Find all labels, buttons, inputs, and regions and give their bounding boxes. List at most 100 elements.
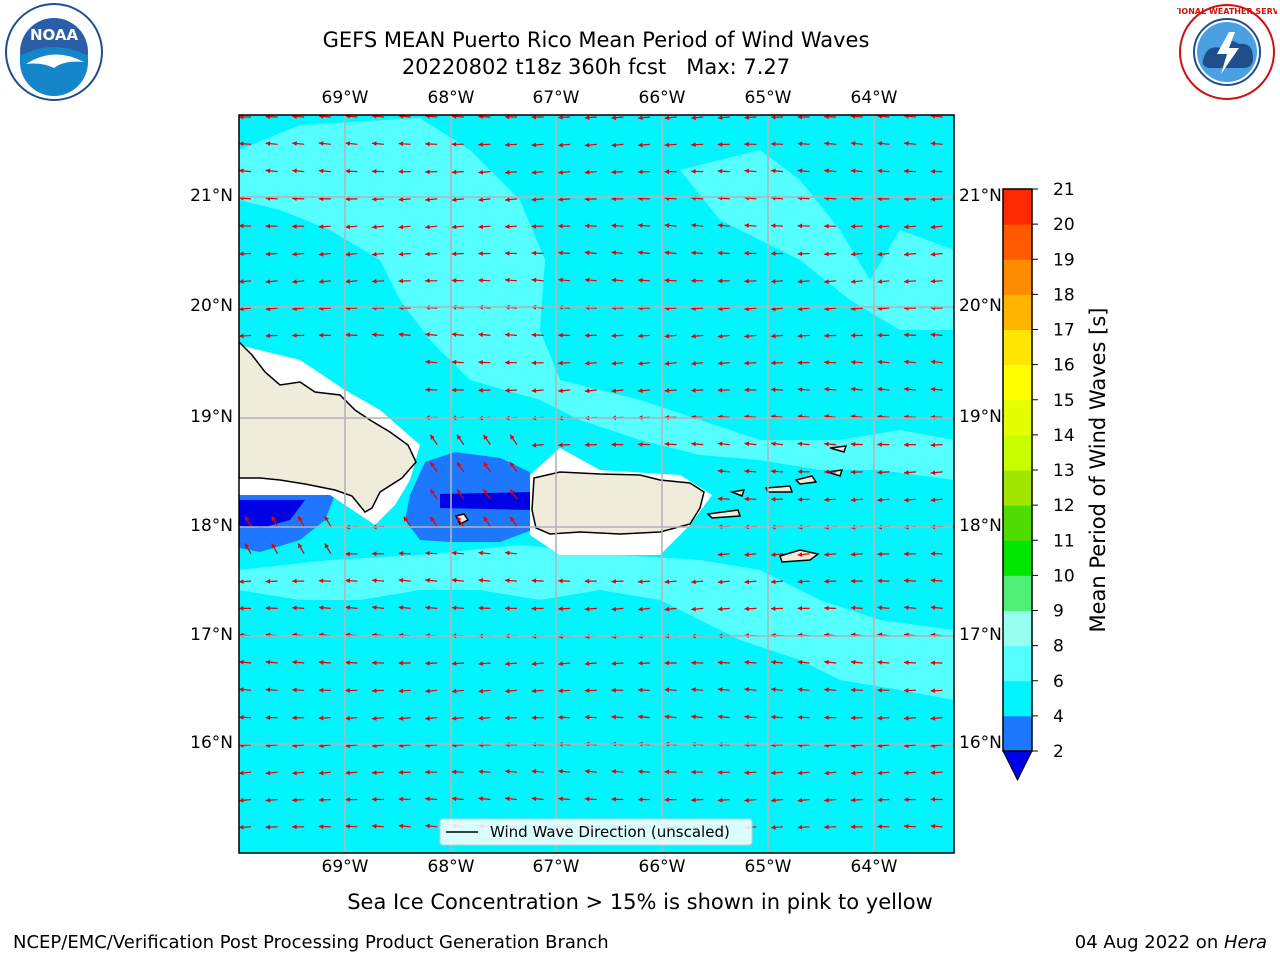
wave-direction-arrow — [504, 715, 518, 721]
wave-direction-arrow — [558, 442, 571, 448]
wave-direction-arrow — [744, 606, 757, 612]
wave-direction-arrow — [717, 441, 730, 447]
wave-direction-arrow — [717, 278, 730, 284]
wave-direction-arrow — [239, 770, 252, 776]
wave-direction-arrow — [744, 660, 757, 665]
wave-direction-arrow — [850, 578, 863, 584]
colorbar-tick-label: 11 — [1053, 531, 1075, 551]
wave-direction-arrow — [371, 770, 385, 776]
wave-direction-arrow — [797, 605, 810, 611]
wave-direction-arrow — [425, 550, 438, 556]
wave-direction-arrow — [531, 360, 544, 366]
wave-direction-arrow — [531, 170, 544, 175]
wave-direction-arrow — [324, 543, 332, 555]
wave-direction-arrow — [531, 332, 544, 338]
wave-direction-arrow — [425, 278, 438, 284]
wave-direction-arrow — [292, 797, 305, 803]
wave-direction-arrow — [638, 361, 651, 366]
wave-direction-arrow — [504, 169, 518, 175]
wave-direction-arrow — [930, 169, 943, 174]
colorbar-segment — [1003, 575, 1032, 611]
wave-direction-arrow — [930, 770, 943, 775]
wave-direction-arrow — [717, 142, 730, 147]
wave-direction-arrow — [664, 660, 677, 666]
wave-direction-arrow — [318, 332, 331, 338]
wave-direction-arrow — [478, 169, 491, 175]
wave-direction-arrow — [717, 360, 730, 366]
wave-direction-arrow — [345, 115, 358, 119]
wave-direction-arrow — [691, 361, 704, 366]
colorbar-tick-label: 6 — [1053, 672, 1064, 692]
wave-direction-arrow — [451, 251, 464, 257]
wave-direction-arrow — [717, 223, 730, 228]
wave-direction-arrow — [691, 387, 704, 393]
wave-direction-arrow — [584, 388, 597, 394]
wave-direction-arrow — [904, 497, 917, 503]
wave-direction-arrow — [770, 141, 784, 147]
wave-direction-arrow — [531, 442, 544, 448]
wave-direction-arrow — [505, 661, 518, 667]
map-legend: Wind Wave Direction (unscaled) — [439, 818, 753, 846]
wave-direction-arrow — [297, 543, 305, 555]
wave-direction-arrow — [770, 825, 784, 830]
wave-direction-arrow — [744, 360, 757, 366]
wave-direction-arrow — [584, 606, 597, 612]
wave-direction-arrow — [478, 359, 491, 365]
colorbar-segment — [1003, 715, 1032, 752]
wave-direction-arrow — [903, 551, 917, 557]
wave-direction-arrow — [504, 605, 518, 611]
wave-direction-arrow — [797, 579, 810, 584]
wave-direction-arrow — [770, 714, 784, 720]
wave-direction-arrow — [451, 197, 464, 203]
wave-period-zone-lt2-west — [239, 500, 305, 528]
colorbar-tick-label: 8 — [1053, 637, 1064, 657]
wave-direction-arrow — [903, 279, 917, 284]
wave-direction-arrow — [292, 279, 305, 284]
wave-direction-arrow — [904, 251, 917, 257]
colorbar-segment — [1003, 434, 1032, 471]
wave-direction-arrow — [877, 386, 890, 392]
lat-tick-left: 20°N — [190, 296, 233, 316]
wave-direction-arrow — [265, 715, 278, 720]
wave-direction-arrow — [824, 251, 837, 257]
wave-direction-arrow — [478, 661, 491, 667]
wave-direction-arrow — [239, 659, 252, 665]
wave-direction-arrow — [265, 770, 278, 776]
wave-direction-arrow — [797, 279, 810, 284]
wave-direction-arrow — [797, 552, 810, 557]
wave-direction-arrow — [903, 578, 917, 584]
wave-direction-arrow — [664, 687, 677, 693]
wave-direction-arrow — [611, 388, 624, 394]
map-frame — [238, 114, 955, 854]
wave-direction-arrow — [744, 552, 757, 557]
wave-direction-arrow — [930, 386, 943, 392]
wave-direction-arrow — [584, 277, 597, 283]
colorbar-tick-label: 13 — [1053, 461, 1075, 481]
colorbar-segment — [1003, 329, 1032, 366]
wave-direction-arrow — [797, 659, 810, 665]
wave-direction-arrow — [930, 359, 943, 365]
land-st-croix — [779, 549, 820, 563]
wave-direction-arrow — [345, 332, 358, 338]
wave-direction-arrow — [584, 223, 597, 229]
wave-direction-arrow — [425, 224, 438, 230]
wave-direction-arrow — [483, 461, 491, 473]
wave-direction-arrow — [478, 197, 491, 203]
colorbar-segment — [1003, 645, 1032, 682]
wave-direction-arrow — [456, 489, 465, 500]
wave-direction-arrow — [824, 797, 837, 803]
wave-period-zone-6-8-north — [239, 118, 954, 480]
wave-direction-arrow — [292, 715, 305, 721]
wave-direction-arrow — [770, 579, 784, 585]
wave-direction-arrow — [292, 659, 305, 665]
lat-tick-left: 21°N — [190, 186, 233, 206]
wave-direction-arrow — [456, 461, 465, 473]
wave-direction-arrow — [371, 332, 385, 338]
wave-direction-arrow — [451, 359, 464, 365]
colorbar-tick-label: 20 — [1053, 215, 1075, 235]
wave-direction-arrow — [265, 251, 278, 257]
wave-direction-arrow — [824, 552, 837, 557]
wave-direction-arrow — [429, 489, 438, 500]
wave-direction-arrow — [345, 715, 358, 721]
wave-direction-arrow — [504, 360, 518, 365]
